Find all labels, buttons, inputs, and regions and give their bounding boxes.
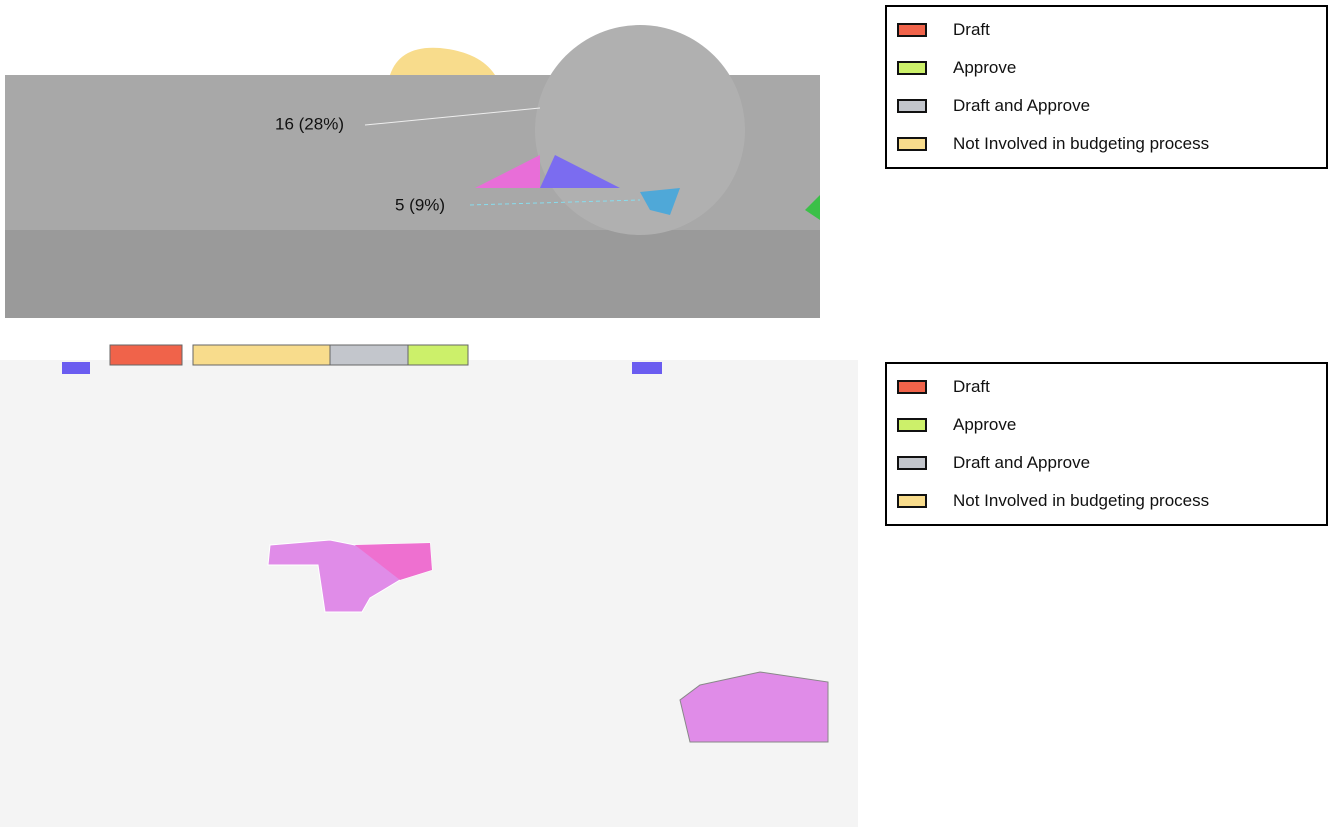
map-region (679, 671, 829, 743)
legend-label: Draft (953, 377, 990, 396)
legend-label: Approve (953, 58, 1017, 77)
map-swatch (329, 344, 409, 366)
leader-line (469, 199, 641, 206)
map-swatch (192, 344, 331, 366)
legend-label: Approve (953, 415, 1017, 434)
legend-item: Draft and Approve (887, 444, 1326, 482)
legend-swatch (897, 380, 927, 394)
legend-item: Not Involved in budgeting process (887, 125, 1326, 163)
legend-item: Draft (887, 368, 1326, 406)
map-region (355, 543, 432, 580)
legend-item: Approve (887, 49, 1326, 87)
pie-slice (475, 155, 540, 188)
legend-item: Draft and Approve (887, 87, 1326, 125)
legend-label: Draft and Approve (953, 453, 1091, 472)
legend-swatch (897, 61, 927, 75)
pie-slice (805, 195, 820, 220)
legend-label: Not Involved in budgeting process (953, 491, 1210, 510)
legend-swatch (897, 99, 927, 113)
leader-line (364, 107, 541, 126)
legend-label: Not Involved in budgeting process (953, 134, 1210, 153)
map-region (62, 362, 90, 374)
legend-swatch (897, 137, 927, 151)
legend: Draft Approve Draft and Approve Not Involve… (885, 362, 1328, 526)
legend-swatch (897, 23, 927, 37)
map-area (0, 360, 858, 827)
pie-body (535, 25, 745, 235)
legend-item: Draft (887, 11, 1326, 49)
legend-item: Approve (887, 406, 1326, 444)
legend-swatch (897, 456, 927, 470)
legend-item: Not Involved in budgeting process (887, 482, 1326, 520)
pie-slice (640, 188, 680, 215)
pie-label: 16 (28%) (275, 114, 344, 133)
map-region (632, 362, 662, 374)
map-swatch (407, 344, 469, 366)
legend-label: Draft and Approve (953, 96, 1091, 115)
legend-swatch (897, 494, 927, 508)
pie-slice (540, 155, 620, 188)
panel-band (5, 230, 820, 318)
map-swatch (109, 344, 183, 366)
legend-swatch (897, 418, 927, 432)
pie-fragment (390, 47, 495, 75)
legend-label: Draft (953, 20, 990, 39)
legend: Draft Approve Draft and Approve Not Involve… (885, 5, 1328, 169)
canvas: 16 (28%) 5 (9%) (0, 25, 858, 827)
pie-label: 5 (9%) (395, 195, 445, 214)
